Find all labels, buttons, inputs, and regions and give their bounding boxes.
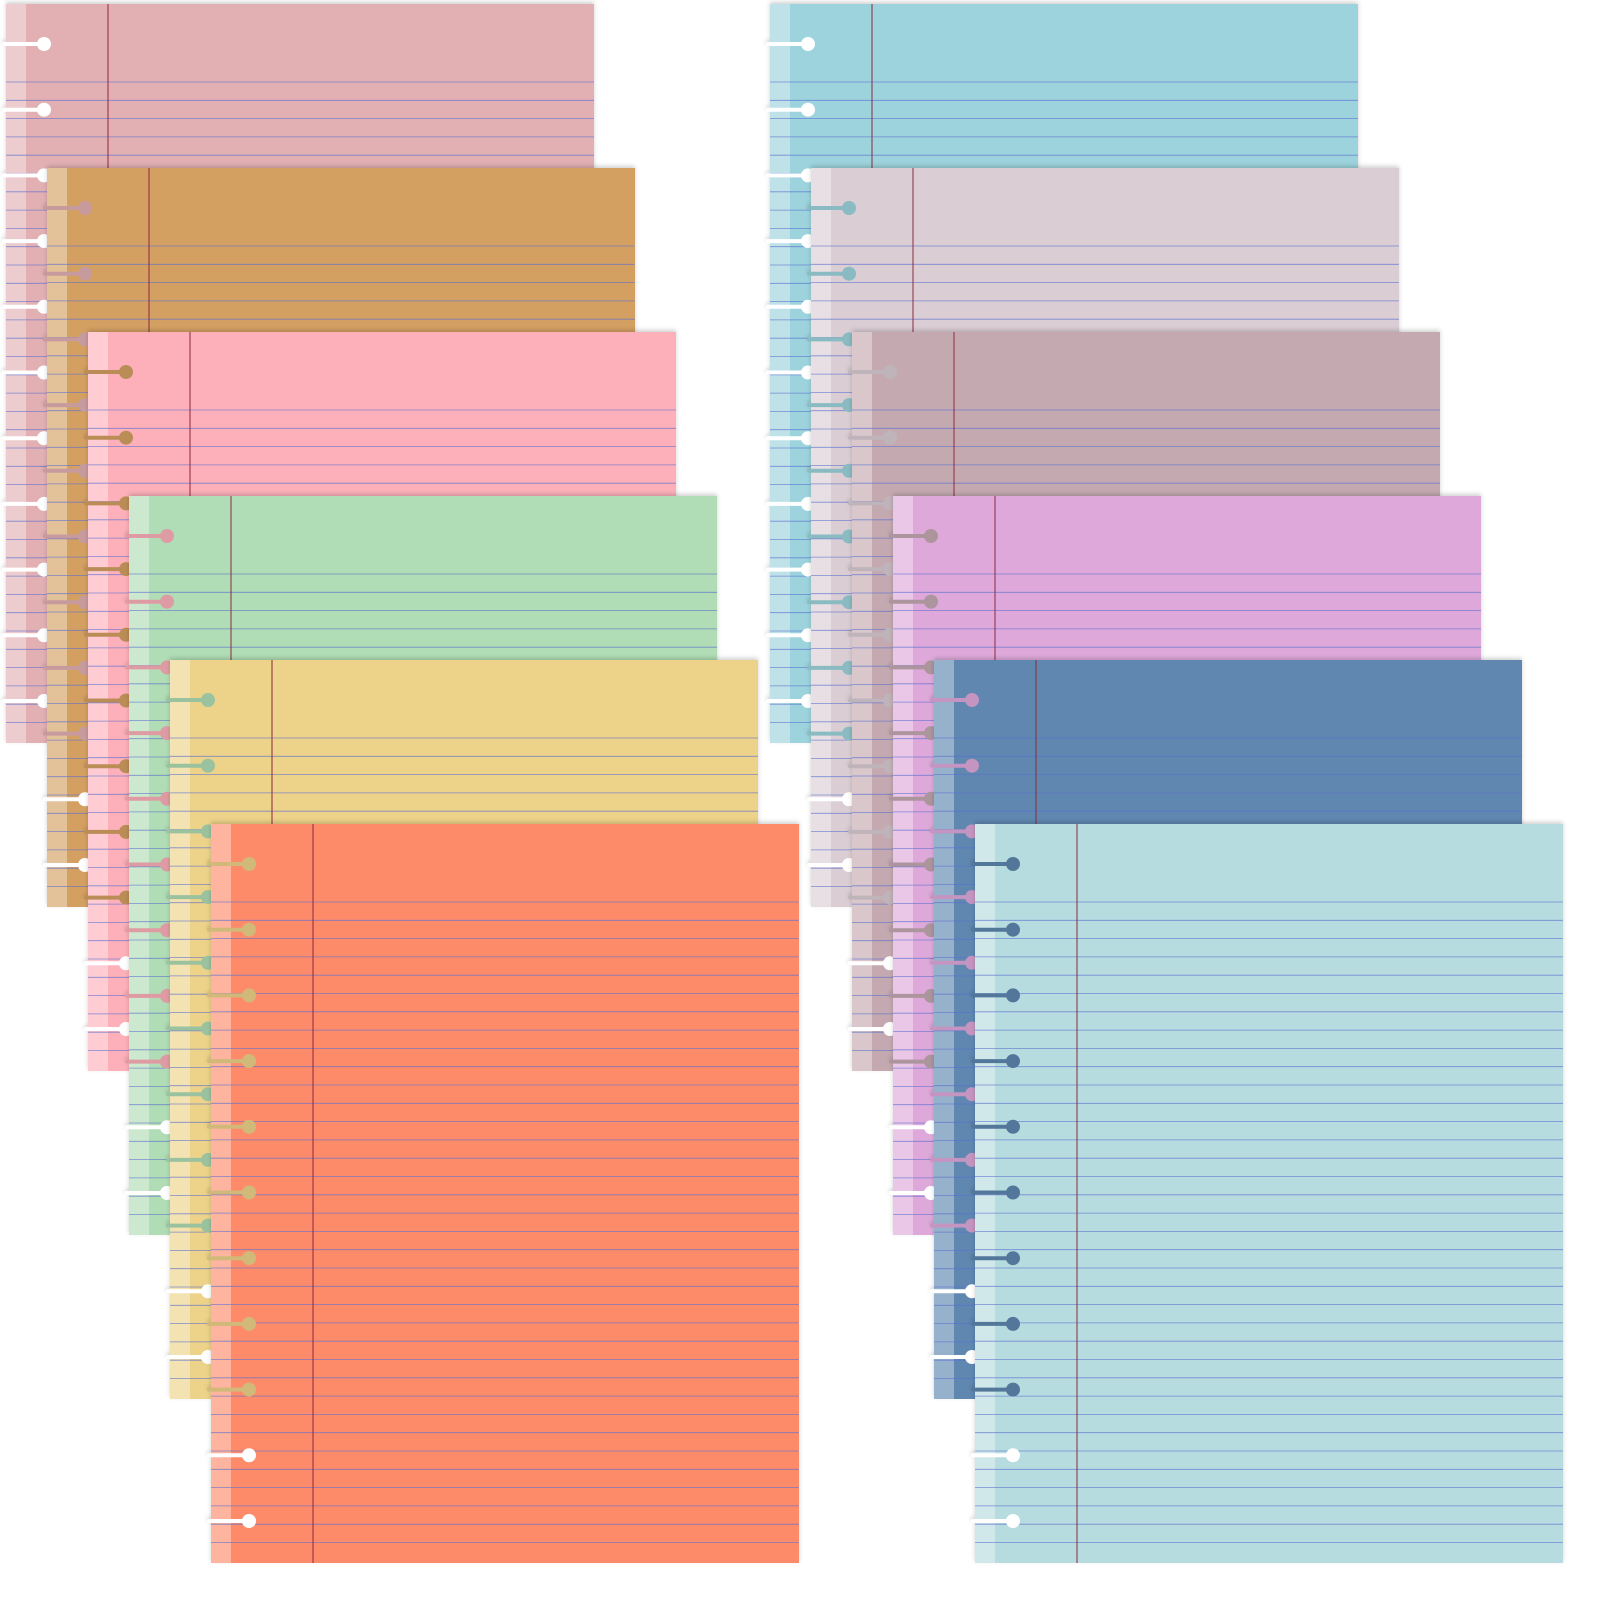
ring-head [119,365,133,379]
ring-head [924,529,938,543]
ring-head [242,1185,256,1200]
ring-head [1006,1448,1020,1463]
ring-head [242,1251,256,1266]
sheet-paper [975,824,1563,1563]
ring-head [1006,1251,1020,1266]
ring-head [1006,922,1020,937]
ring-head [160,529,174,543]
ring-head [242,988,256,1003]
ring-head [78,266,92,281]
ring-head [1006,1185,1020,1200]
ring-head [242,1316,256,1331]
ring-head [160,594,174,609]
ring-head [201,758,215,773]
ring-head [242,1054,256,1069]
ring-head [242,1514,256,1528]
ring-head [242,922,256,937]
ring-head [883,430,897,445]
sheet [207,824,799,1563]
ring-head [1006,1119,1020,1134]
sheet-paper [211,824,799,1563]
ring-head [242,1448,256,1463]
ring-head [1006,1316,1020,1331]
ring-head [119,430,133,445]
ring-head [78,201,92,215]
ring-head [842,266,856,281]
ring-head [1006,1054,1020,1069]
ring-head [801,37,815,51]
ring-head [965,693,979,707]
ring-head [1006,988,1020,1003]
ring-head [242,1119,256,1134]
ring-head [37,37,51,51]
ring-head [883,365,897,379]
ring-head [242,1382,256,1397]
ring-head [37,102,51,117]
ring-head [1006,1382,1020,1397]
ring-head [965,758,979,773]
ring-head [842,201,856,215]
ring-head [924,594,938,609]
ring-head [1006,857,1020,871]
ring-head [1006,1514,1020,1528]
ring-head [201,693,215,707]
sheet [971,824,1563,1563]
ring-head [242,857,256,871]
ring-head [801,102,815,117]
